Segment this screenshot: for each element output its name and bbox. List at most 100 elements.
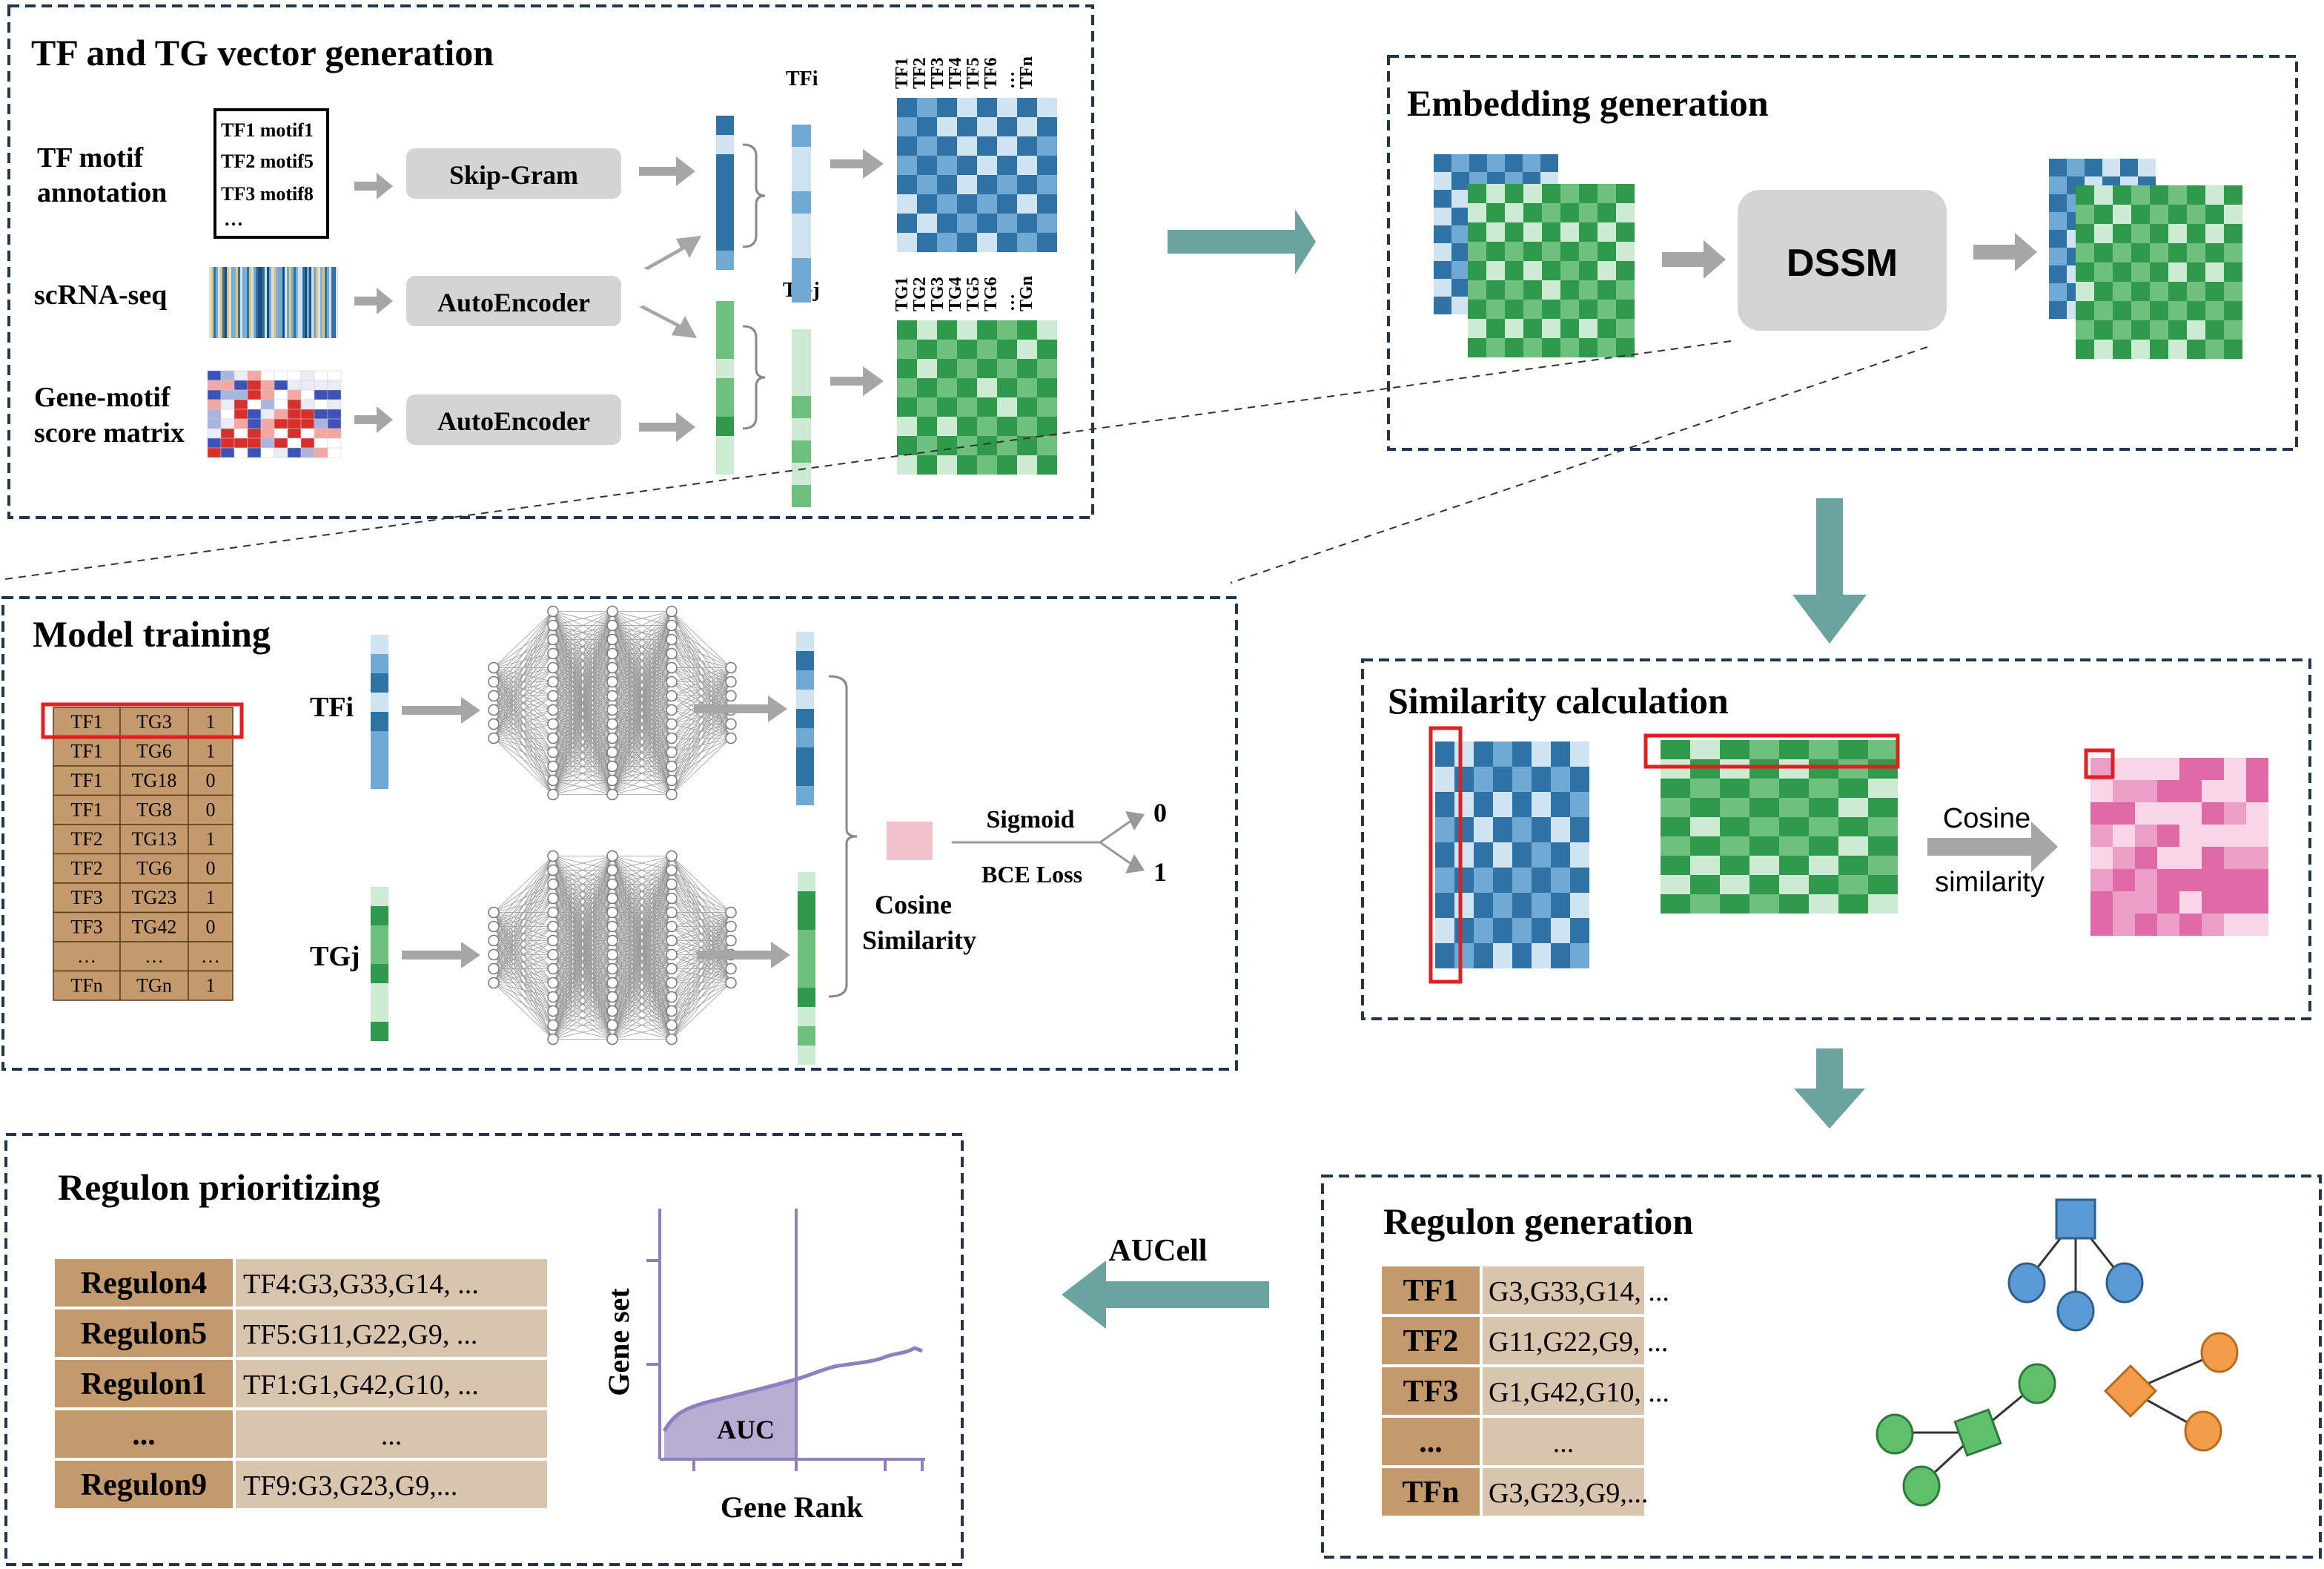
- heatmap-cell: [274, 409, 288, 420]
- grid-cell: [1523, 338, 1542, 357]
- table-cell: [53, 882, 121, 914]
- tg-column-label: TG5: [964, 277, 983, 311]
- nn-neuron: [547, 892, 559, 905]
- grid-cell: [2179, 847, 2202, 869]
- grid-cell: [957, 156, 977, 175]
- nn-edge: [671, 667, 732, 767]
- barcode-stripe: [331, 267, 334, 338]
- recovery-curve: [662, 1346, 923, 1433]
- grid-cell: [1451, 208, 1469, 225]
- grid-cell: [2150, 301, 2168, 320]
- grid-cell: [2168, 282, 2187, 301]
- grid-cell: [1560, 338, 1579, 357]
- vector-cell: [716, 116, 734, 135]
- barcode-stripe: [289, 267, 291, 338]
- grid-cell: [977, 340, 997, 359]
- nn-edge: [493, 667, 554, 739]
- y-axis-label: Gene set: [602, 1288, 635, 1396]
- grid-cell: [2157, 758, 2179, 780]
- grid-cell: [917, 117, 937, 136]
- grid-cell: [1720, 894, 1749, 914]
- grid-cell: [1616, 222, 1635, 242]
- grid-cell: [1435, 792, 1454, 817]
- grid-cell: [1037, 436, 1057, 455]
- vector-cell: [371, 770, 388, 789]
- grid-cell: [2131, 301, 2150, 320]
- nn-edge: [671, 856, 732, 913]
- grid-cell: [1868, 779, 1898, 798]
- regulon-genes: TF4:G3,G33,G14, ...: [243, 1269, 479, 1300]
- grid-cell: [1690, 779, 1720, 798]
- grid-cell: [1838, 740, 1868, 759]
- grid-cell: [2224, 185, 2242, 205]
- vector-cell: [716, 359, 734, 378]
- grid-cell: [2094, 224, 2113, 243]
- nn-neuron: [547, 647, 559, 660]
- nn-neuron: [606, 774, 618, 787]
- grid-cell: [2224, 243, 2242, 262]
- vector-cell: [796, 651, 814, 670]
- nn-neuron: [725, 718, 737, 730]
- heatmap-cell: [220, 380, 235, 391]
- grid-cell: [1434, 172, 1451, 190]
- table-cell-text: TF2: [70, 858, 102, 879]
- arrow-right-icon: [830, 149, 884, 179]
- vector-cell: [792, 396, 811, 418]
- grid-cell: [2202, 914, 2224, 936]
- regulon-tf-name: TF1: [1403, 1274, 1459, 1308]
- nn-edge: [671, 639, 732, 668]
- grid-cell: [1468, 319, 1486, 338]
- grid-cell: [2246, 780, 2268, 802]
- table-cell-text: TG3: [136, 711, 172, 733]
- grid-cell: [1469, 154, 1487, 172]
- tf-column-label: TF3: [928, 57, 947, 89]
- table-cell: [1382, 1367, 1480, 1415]
- barcode-stripe: [229, 267, 231, 338]
- tg-column-label: TG4: [946, 277, 965, 311]
- grid-cell: [2224, 758, 2246, 780]
- grid-cell: [937, 359, 957, 378]
- barcode-stripe: [249, 267, 251, 338]
- table-cell: [236, 1309, 547, 1357]
- nn-edge: [671, 912, 732, 927]
- table-cell: [119, 736, 189, 767]
- heatmap-cell: [247, 428, 262, 439]
- tf-column-label: …: [999, 71, 1019, 89]
- grid-cell: [2090, 802, 2113, 825]
- nn-edge: [493, 611, 554, 696]
- barcode-stripe: [258, 267, 260, 338]
- vector-cell: [716, 193, 734, 212]
- heatmap-cell: [327, 399, 342, 410]
- target-node: [2105, 1262, 2144, 1304]
- grid-cell: [1486, 203, 1505, 222]
- table-cell-text: TF1: [70, 741, 102, 762]
- nn-neuron: [606, 619, 618, 632]
- barcode-stripe: [222, 267, 225, 338]
- grid-cell: [977, 417, 997, 436]
- barcode-stripe: [311, 267, 314, 338]
- heatmap-cell: [220, 409, 235, 420]
- vector-cell: [716, 340, 734, 359]
- grid-cell: [997, 436, 1017, 455]
- tfi-vector: [792, 125, 811, 303]
- grid-cell: [1661, 779, 1690, 798]
- heatmap-cell: [314, 409, 328, 420]
- grid-cell: [1838, 759, 1868, 779]
- grid-cell: [1868, 798, 1898, 817]
- nn-edge: [612, 611, 672, 724]
- grid-cell: [1532, 918, 1551, 943]
- nn-edge: [552, 856, 613, 969]
- grid-cell: [1434, 190, 1451, 208]
- nn-edge: [552, 856, 613, 871]
- nn-neuron: [547, 746, 559, 759]
- tg-column-label: TG1: [893, 277, 912, 311]
- regulon-name: Regulon4: [81, 1266, 207, 1301]
- vector-cell: [371, 693, 388, 712]
- vector-cell: [792, 258, 811, 280]
- nn-edge: [671, 912, 732, 969]
- nn-edge: [612, 611, 672, 753]
- barcode-stripe: [256, 267, 258, 338]
- nn-edge: [493, 898, 554, 983]
- heatmap-cell: [207, 380, 222, 391]
